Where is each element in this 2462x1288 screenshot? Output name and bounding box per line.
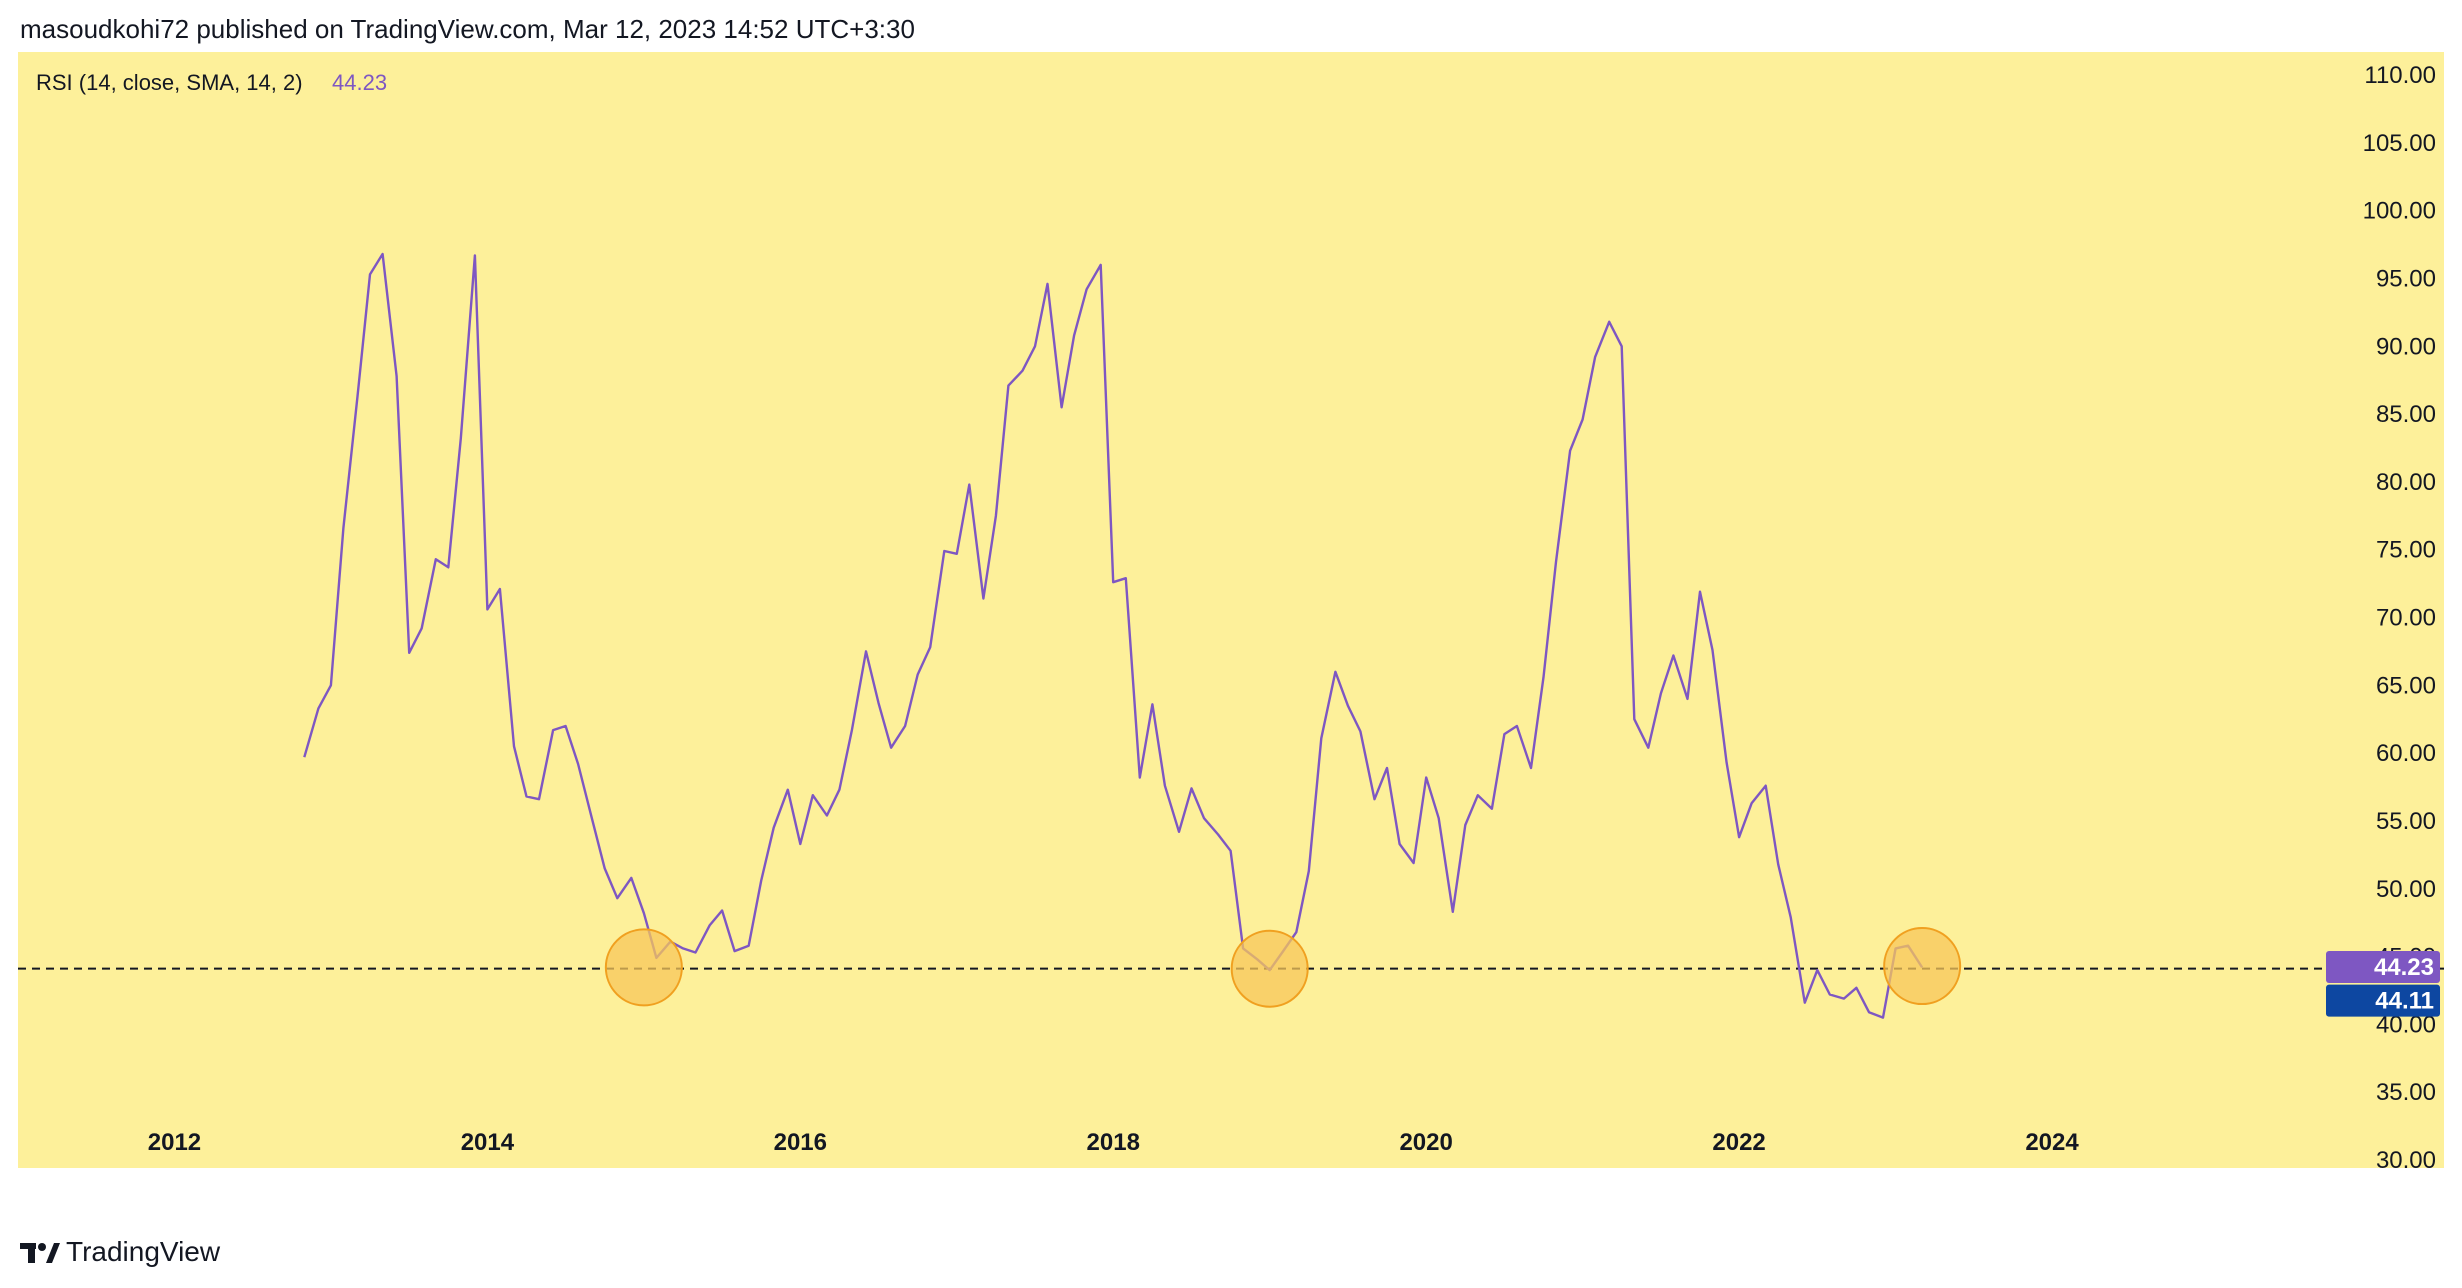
y-tick-label: 75.00 [2376,537,2436,564]
x-tick-label: 2022 [1712,1129,1765,1156]
price-badge [2326,984,2440,1017]
highlight-circle [1230,929,1309,1008]
y-tick-label: 55.00 [2376,808,2436,835]
y-tick-label: 80.00 [2376,469,2436,496]
price-badge-label: 44.23 [2374,954,2434,981]
price-badges: 44.23 44.11 [2326,951,2440,1017]
legend-value: 44.23 [332,70,387,95]
x-axis: 2012 2014 2016 2018 2020 2022 2024 [148,1129,2080,1156]
tradingview-logo-icon[interactable] [20,1240,60,1264]
y-tick-label: 110.00 [2364,62,2436,89]
x-tick-label: 2020 [1399,1129,1452,1156]
x-tick-label: 2018 [1087,1129,1140,1156]
y-tick-label: 100.00 [2363,198,2436,225]
y-tick-label: 50.00 [2376,876,2436,903]
x-tick-label: 2016 [774,1129,827,1156]
y-tick-label: 65.00 [2376,672,2436,699]
y-tick-label: 30.00 [2376,1147,2436,1174]
footer: TradingView [20,1236,220,1268]
x-tick-label: 2024 [2025,1129,2079,1156]
plot-background [18,52,2318,1168]
price-badge-label: 44.11 [2375,988,2434,1015]
x-tick-label: 2012 [148,1129,201,1156]
y-tick-label: 90.00 [2376,333,2436,360]
y-tick-label: 85.00 [2376,401,2436,428]
x-tick-label: 2014 [461,1129,515,1156]
y-tick-label: 105.00 [2363,130,2436,157]
highlight-circle [1883,927,1962,1006]
time-axis-background [18,1156,2444,1168]
y-tick-label: 70.00 [2376,605,2436,632]
price-badge [2326,951,2440,984]
highlight-circles [604,927,1962,1008]
y-tick-label: 35.00 [2376,1079,2436,1106]
rsi-line [303,252,1924,1019]
tradingview-brand[interactable]: TradingView [66,1236,221,1267]
publisher-header: masoudkohi72 published on TradingView.co… [20,14,915,44]
y-tick-label: 95.00 [2376,265,2436,292]
highlight-circle [604,928,683,1007]
legend-title[interactable]: RSI (14, close, SMA, 14, 2) [36,70,303,95]
rsi-chart[interactable]: 110.00 105.00 100.00 95.00 90.00 85.00 80.00 75… [0,0,2462,1230]
y-tick-label: 60.00 [2376,740,2436,767]
